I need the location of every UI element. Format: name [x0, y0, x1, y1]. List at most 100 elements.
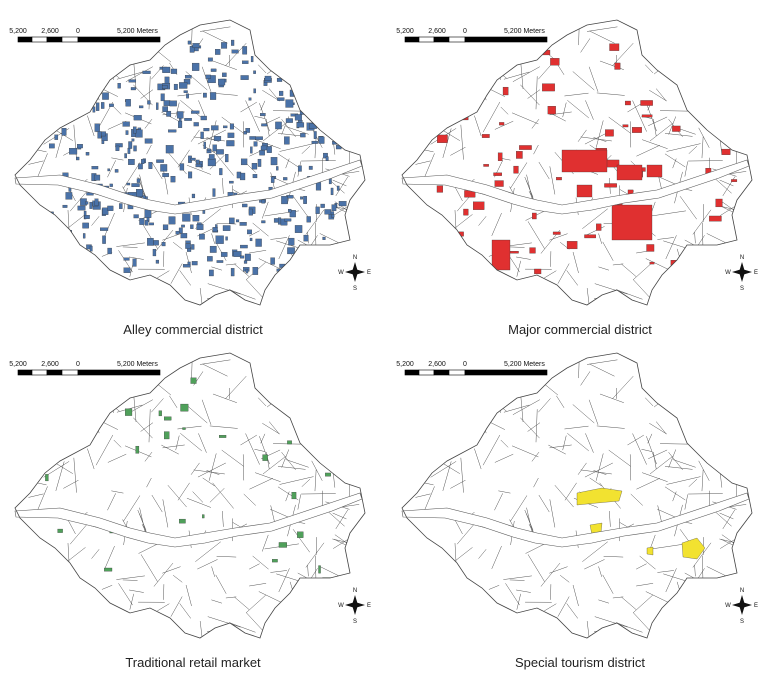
area [107, 205, 114, 211]
area [118, 42, 122, 51]
boundary [208, 120, 217, 148]
area [328, 178, 332, 185]
boundary [402, 267, 406, 275]
boundary [657, 570, 674, 573]
boundary [646, 436, 657, 465]
boundary [24, 119, 31, 148]
boundary [714, 511, 732, 527]
area [287, 247, 295, 255]
area [231, 39, 235, 46]
area [605, 129, 614, 137]
boundary [702, 589, 706, 602]
area [184, 118, 192, 121]
boundary [416, 619, 426, 638]
boundary [15, 144, 16, 148]
boundary [482, 101, 501, 133]
area [128, 79, 137, 83]
region-fill [15, 353, 365, 638]
area [305, 85, 309, 92]
area [78, 65, 83, 70]
boundary [78, 426, 91, 429]
area [195, 159, 200, 164]
boundary [209, 488, 225, 503]
boundary [608, 116, 631, 134]
boundary [751, 418, 752, 440]
boundary [657, 237, 674, 240]
boundary [557, 596, 570, 617]
boundary [437, 40, 469, 55]
boundary [725, 89, 749, 109]
compass-rose [732, 262, 752, 282]
boundary [694, 232, 696, 244]
boundary [198, 433, 207, 453]
boundary [326, 43, 339, 45]
boundary [660, 443, 692, 445]
area [338, 119, 344, 126]
area [646, 244, 655, 252]
boundary [185, 71, 208, 91]
boundary [726, 464, 746, 469]
area [181, 224, 185, 228]
boundary [402, 147, 409, 157]
boundary [118, 583, 133, 606]
boundary [279, 476, 314, 485]
area [303, 195, 307, 204]
area [69, 257, 78, 266]
boundary [566, 270, 578, 286]
boundary [456, 69, 462, 93]
boundary [738, 223, 749, 252]
boundary [494, 120, 514, 130]
boundary [632, 594, 654, 614]
boundary [292, 196, 310, 220]
compass-rose [345, 595, 365, 615]
boundary [111, 490, 124, 494]
boundary [672, 158, 677, 169]
boundary [621, 263, 637, 277]
area [300, 196, 303, 200]
area [631, 127, 642, 133]
boundary [702, 256, 706, 269]
region-outline [14, 19, 366, 306]
boundary [278, 235, 290, 260]
boundary [732, 388, 752, 398]
boundary [684, 494, 688, 510]
area [324, 209, 332, 215]
boundary [540, 562, 561, 587]
area [283, 177, 288, 181]
scale-label: 2,600 [428, 28, 446, 35]
boundary [531, 118, 540, 129]
boundary [332, 512, 347, 520]
area [170, 175, 176, 183]
boundary [706, 412, 718, 418]
boundary [751, 248, 752, 265]
area [646, 546, 654, 556]
boundary [87, 115, 95, 137]
boundary [457, 621, 469, 638]
scale-segment [17, 36, 33, 43]
boundary [80, 43, 84, 74]
boundary [315, 256, 319, 269]
boundary [257, 64, 267, 74]
area [169, 100, 177, 107]
area [82, 222, 89, 229]
boundary [27, 198, 34, 231]
area [115, 145, 120, 151]
boundary [110, 281, 125, 302]
boundary [358, 240, 364, 260]
area [285, 118, 293, 123]
boundary [612, 375, 634, 400]
area [113, 52, 119, 57]
area [245, 128, 251, 133]
area [219, 435, 227, 438]
area [640, 100, 653, 106]
area [225, 153, 229, 163]
boundary [642, 139, 668, 149]
boundary [170, 596, 183, 617]
area [235, 219, 240, 223]
area [52, 226, 57, 232]
area [190, 224, 194, 229]
boundary [277, 466, 306, 470]
boundary [85, 631, 103, 638]
area [306, 216, 311, 223]
area [261, 220, 266, 224]
